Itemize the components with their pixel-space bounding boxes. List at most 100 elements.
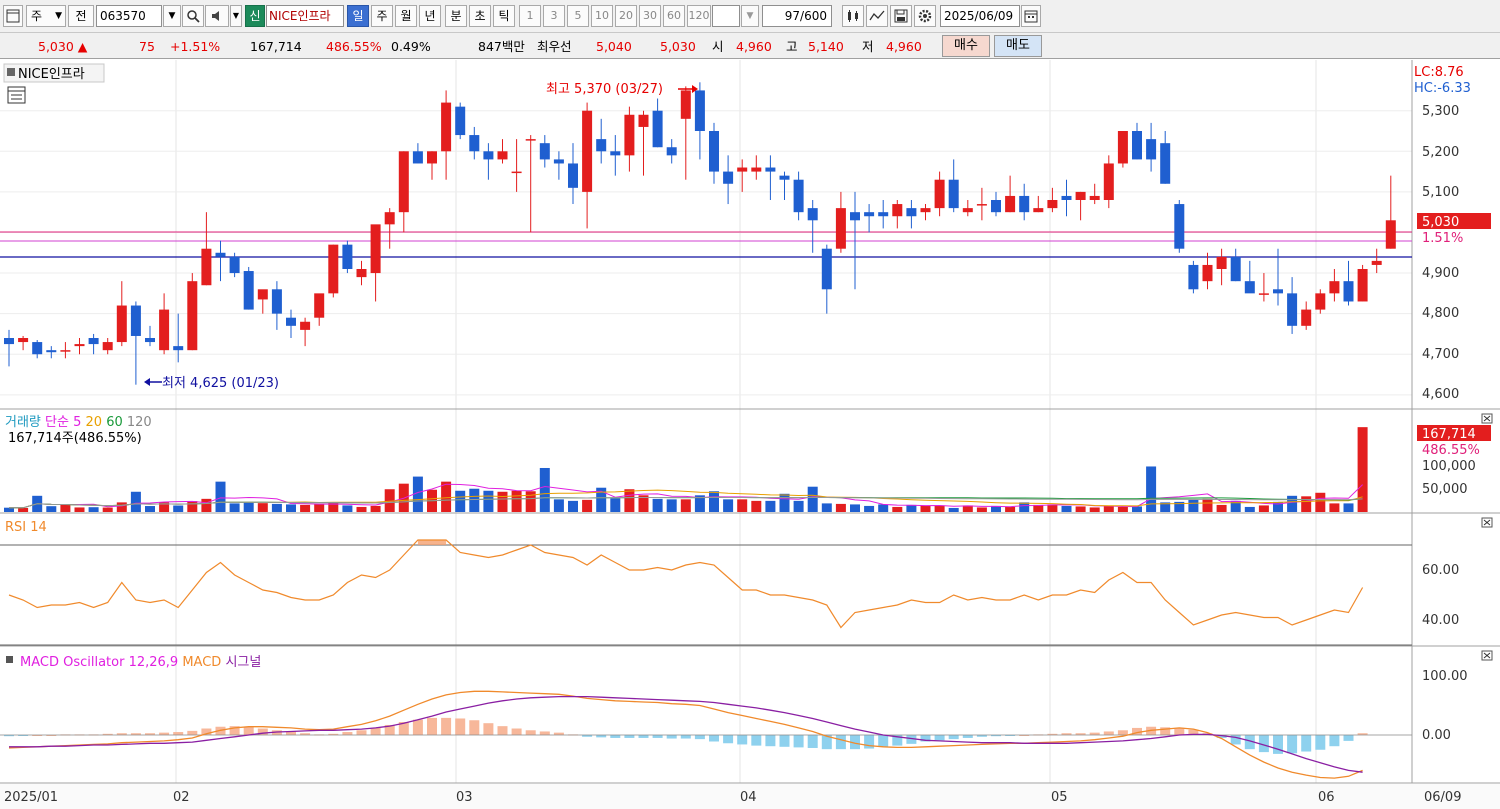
period-day[interactable]: 일 [347, 5, 369, 27]
prev-button[interactable]: 전 [68, 5, 94, 27]
rsi-overbought-fill [417, 540, 447, 545]
volume-bar [1287, 495, 1298, 512]
volume-series [4, 427, 1368, 512]
code-dropdown-icon[interactable]: ▼ [163, 5, 181, 27]
macd-osc-bar [469, 720, 480, 735]
stock-code-input[interactable]: 063570 [96, 5, 162, 27]
table-icon[interactable] [7, 86, 26, 104]
macd-osc-bar [1357, 733, 1368, 735]
macd-osc-bar [187, 730, 198, 735]
interval-30[interactable]: 30 [639, 5, 661, 27]
macd-osc-bar [751, 735, 762, 746]
volume-bar [1132, 506, 1142, 512]
candle-body [709, 131, 719, 172]
volume-bar [497, 491, 508, 512]
date-input[interactable]: 2025/06/09 [940, 5, 1020, 27]
close-icon[interactable] [1481, 650, 1493, 661]
macd-osc-bar [243, 726, 254, 735]
macd-osc-bar [892, 735, 903, 746]
sell-button[interactable]: 매도 [994, 35, 1042, 57]
macd-osc-bar [948, 735, 959, 740]
candle-body [116, 305, 127, 343]
turnover-rate: 0.49% [391, 39, 431, 54]
volume-bar [525, 491, 536, 512]
volume-bar [666, 499, 677, 512]
volume-bar [370, 505, 381, 512]
volume-bar [962, 505, 973, 512]
candle-body [920, 208, 931, 213]
up-arrow-icon: ▲ [77, 39, 88, 54]
chart-area[interactable]: NICE인프라 LC:8.76 HC:-6.33 최고 5,370 (03/27… [0, 60, 1500, 809]
period-month[interactable]: 월 [395, 5, 417, 27]
interval-custom-input[interactable] [712, 5, 740, 27]
volume-bar [257, 503, 268, 512]
candle-body [539, 143, 550, 160]
save-icon[interactable] [890, 5, 912, 27]
macd-osc-bar [737, 735, 748, 745]
search-icon[interactable] [182, 5, 204, 27]
interval-1[interactable]: 1 [519, 5, 541, 27]
candle-body [821, 248, 832, 290]
candle-body [1258, 293, 1269, 295]
macd-osc-bar [159, 732, 170, 735]
interval-dropdown-icon[interactable]: ▼ [741, 5, 759, 27]
period-minute[interactable]: 분 [445, 5, 467, 27]
candle-body [723, 171, 734, 184]
macd-osc-bar [835, 735, 846, 750]
period-second[interactable]: 초 [469, 5, 491, 27]
period-year[interactable]: 년 [419, 5, 441, 27]
new-badge[interactable]: 신 [245, 5, 265, 27]
interval-3[interactable]: 3 [543, 5, 565, 27]
candle-body [906, 208, 917, 217]
volume-bar [145, 506, 155, 512]
macd-osc-bar [920, 735, 931, 742]
volume-bar [709, 491, 719, 512]
volume-bar [779, 493, 790, 512]
volume-bar [455, 490, 466, 512]
volume-bar [553, 499, 564, 512]
close-icon[interactable] [1481, 413, 1493, 424]
volume-bar [737, 499, 748, 512]
x-label-03: 03 [456, 790, 473, 805]
bar-count-input[interactable]: 97/600 [762, 5, 832, 27]
quote-bar [0, 33, 1500, 59]
interval-5[interactable]: 5 [567, 5, 589, 27]
volume-bar [130, 491, 141, 512]
macd-osc-bar [229, 726, 240, 735]
period-week[interactable]: 주 [371, 5, 393, 27]
period-tick[interactable]: 틱 [493, 5, 515, 27]
macd-osc-bar [1315, 735, 1326, 750]
current-volume-label: 167,714 [1422, 427, 1476, 442]
interval-10[interactable]: 10 [591, 5, 613, 27]
candle-body [1188, 264, 1199, 290]
macd-osc-bar [624, 735, 635, 738]
volume-bar [300, 504, 311, 512]
speaker-dropdown-icon[interactable]: ▼ [230, 5, 242, 27]
interval-20[interactable]: 20 [615, 5, 637, 27]
best-quote-label: 최우선 [537, 39, 572, 54]
buy-button[interactable]: 매수 [942, 35, 990, 57]
speaker-icon[interactable] [205, 5, 229, 27]
calendar-icon[interactable] [1021, 5, 1041, 27]
candle-body [1075, 191, 1086, 200]
candle-body [1385, 220, 1396, 249]
volume-ma-120-line [8, 496, 1363, 509]
gear-icon[interactable] [914, 5, 936, 27]
chart-window-icon[interactable] [3, 5, 23, 27]
macd-osc-bar [850, 735, 860, 750]
macd-osc-bar [976, 735, 987, 737]
x-label-06-09: 06/09 [1424, 790, 1461, 805]
interval-60[interactable]: 60 [663, 5, 685, 27]
indicator-icon[interactable] [866, 5, 888, 27]
close-icon[interactable] [1481, 517, 1493, 528]
interval-120[interactable]: 120 [687, 5, 711, 27]
macd-osc-bar [427, 717, 437, 735]
candle-type-icon[interactable] [842, 5, 864, 27]
candle-body [1146, 139, 1157, 160]
macd-osc-bar [257, 728, 268, 735]
macd-osc-bar [582, 735, 593, 737]
market-select[interactable]: 주 ▼ [26, 5, 66, 27]
x-label-05: 05 [1051, 790, 1068, 805]
y-label-4600: 4,600 [1422, 387, 1459, 402]
y-label-5100: 5,100 [1422, 185, 1459, 200]
